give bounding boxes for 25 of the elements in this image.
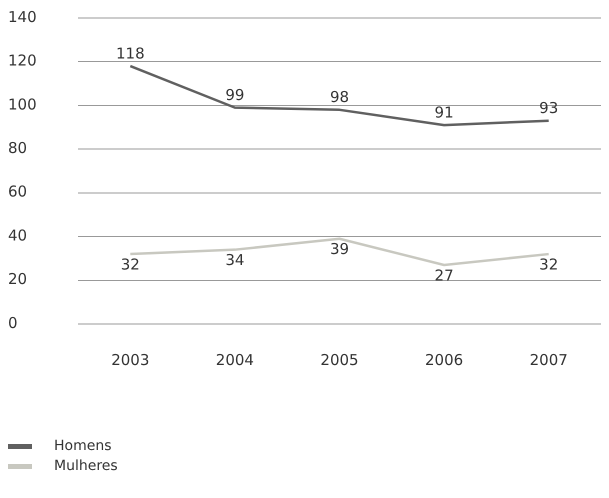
y-tick-label: 60 (8, 182, 28, 201)
data-label: 118 (116, 44, 145, 62)
data-label: 34 (225, 251, 244, 270)
x-tick-label: 2003 (111, 350, 150, 369)
data-label: 32 (120, 255, 140, 274)
data-label: 91 (434, 103, 454, 122)
x-tick-label: 2007 (530, 350, 568, 369)
legend-label: Homens (54, 438, 112, 454)
data-label: 93 (539, 99, 558, 118)
y-tick-label: 80 (8, 139, 28, 158)
data-label: 99 (225, 86, 244, 104)
y-tick-label: 0 (8, 314, 18, 332)
x-tick-label: 2005 (320, 350, 359, 369)
y-tick-label: 120 (8, 52, 37, 70)
y-tick-label: 40 (8, 226, 28, 244)
y-tick-label: 140 (8, 8, 37, 26)
y-tick-label: 20 (8, 270, 28, 288)
data-label: 27 (434, 266, 454, 284)
data-label: 98 (330, 88, 350, 106)
data-label: 39 (330, 240, 350, 258)
y-tick-label: 100 (8, 95, 37, 114)
data-label: 32 (539, 255, 558, 274)
legend-label: Mulheres (54, 458, 118, 474)
x-tick-label: 2006 (425, 350, 464, 369)
x-tick-label: 2004 (216, 350, 254, 369)
